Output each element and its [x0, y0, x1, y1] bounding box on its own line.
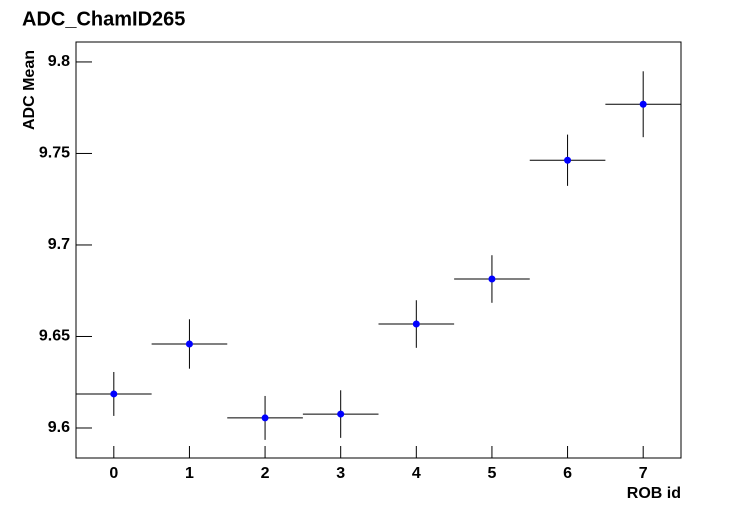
point [261, 414, 269, 422]
y-tick-label: 9.6 [48, 419, 70, 436]
y-tick-label: 9.65 [39, 328, 70, 345]
point [564, 156, 572, 164]
chart-title: ADC_ChamID265 [22, 8, 185, 30]
point [488, 275, 496, 283]
x-tick-label: 2 [261, 465, 270, 482]
point [337, 410, 345, 418]
x-tick-label: 6 [563, 465, 572, 482]
x-tick-label: 0 [109, 465, 118, 482]
x-axis-label: ROB id [627, 485, 681, 502]
point [185, 340, 193, 348]
y-tick-label: 9.7 [48, 236, 70, 253]
y-axis-label: ADC Mean [21, 50, 38, 130]
x-tick-label: 3 [336, 465, 345, 482]
x-tick-label: 7 [639, 465, 648, 482]
x-tick-label: 5 [487, 465, 496, 482]
plot-frame [75, 41, 682, 459]
x-tick-label: 4 [412, 465, 421, 482]
y-tick-label: 9.8 [48, 53, 70, 70]
x-tick-label: 1 [185, 465, 194, 482]
point [639, 100, 647, 108]
y-tick-label: 9.75 [39, 145, 70, 162]
point [110, 390, 118, 398]
point [412, 320, 420, 328]
